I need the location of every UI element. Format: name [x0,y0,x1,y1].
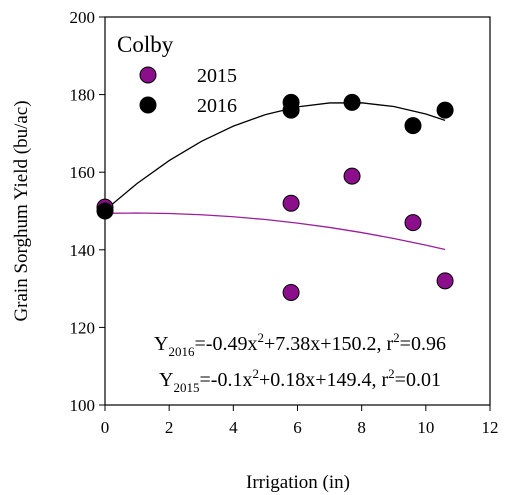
equation: Y2015=-0.1x2+0.18x+149.4, r2=0.01 [159,366,441,395]
legend-label: 2016 [197,95,237,117]
y-tick-label: 200 [70,8,96,27]
data-point [436,272,454,290]
equation-part: =-0.1x [200,369,253,391]
y-tick-label: 120 [70,318,96,337]
x-tick-label: 10 [417,418,434,437]
equation-part: 2016 [169,344,196,359]
y-tick-label: 140 [70,241,96,260]
data-point [96,202,114,220]
legend-marker [139,66,157,84]
equation-part: 2 [388,366,395,381]
equation-part: 2015 [174,380,200,395]
equation-part: =0.01 [395,369,441,391]
equation-part: 2 [257,330,264,345]
x-tick-label: 2 [165,418,174,437]
y-axis-title: Grain Sorghum Yield (bu/ac) [11,100,32,321]
x-tick-label: 4 [229,418,238,437]
y-tick-label: 180 [70,86,96,105]
data-point [343,93,361,111]
y-tick-label: 160 [70,163,96,182]
equation-part: Y [159,369,173,391]
data-point [282,101,300,119]
equation-part: +7.38x+150.2, r [264,333,394,355]
legend-label: 2015 [197,65,237,87]
fit-curve [104,212,446,251]
data-point [282,283,300,301]
data-point [436,101,454,119]
data-point [343,167,361,185]
equation-part: Y [154,333,168,355]
x-tick-label: 12 [482,418,499,437]
x-tick-label: 8 [357,418,366,437]
equation: Y2016=-0.49x2+7.38x+150.2, r2=0.96 [154,330,446,359]
data-point [404,117,422,135]
equation-part: =0.96 [400,333,446,355]
equation-part: +0.18x+149.4, r [259,369,389,391]
fit-curve [104,102,446,211]
legend-title: Colby [117,32,174,57]
equation-part: 2 [393,330,400,345]
x-axis-title: Irrigation (in) [246,472,350,493]
y-tick-label: 100 [70,396,96,415]
data-point [282,194,300,212]
equation-part: 2 [252,366,259,381]
data-point [404,214,422,232]
x-tick-label: 6 [293,418,302,437]
equation-part: =-0.49x [195,333,258,355]
legend-marker [139,96,157,114]
x-tick-label: 0 [101,418,110,437]
